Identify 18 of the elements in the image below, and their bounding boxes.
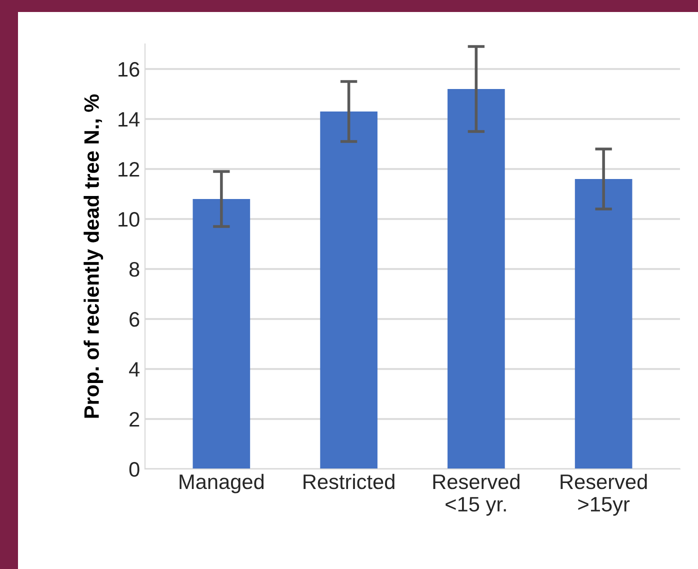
y-tick-label: 12 — [118, 162, 140, 177]
bar — [320, 112, 378, 469]
x-tick-label: Reserved >15yr — [560, 474, 647, 516]
y-tick-label: 14 — [118, 112, 140, 127]
y-tick-label: 0 — [129, 462, 140, 477]
bar — [448, 89, 505, 469]
x-tick-label: Restricted — [304, 474, 394, 490]
y-tick-label: 16 — [118, 62, 140, 77]
bar — [192, 199, 250, 469]
x-tick-label: Reserved <15 yr. — [433, 474, 520, 516]
y-tick-label: 10 — [118, 212, 140, 227]
y-axis-title: Prop. of reciently dead tree N., % — [84, 94, 104, 418]
y-tick-label: 6 — [130, 312, 140, 327]
y-tick-label: 8 — [129, 262, 140, 277]
y-tick-label: 4 — [129, 362, 140, 377]
y-tick-label: 2 — [130, 412, 140, 427]
bar — [574, 179, 632, 469]
x-tick-label: Managed — [180, 474, 264, 494]
